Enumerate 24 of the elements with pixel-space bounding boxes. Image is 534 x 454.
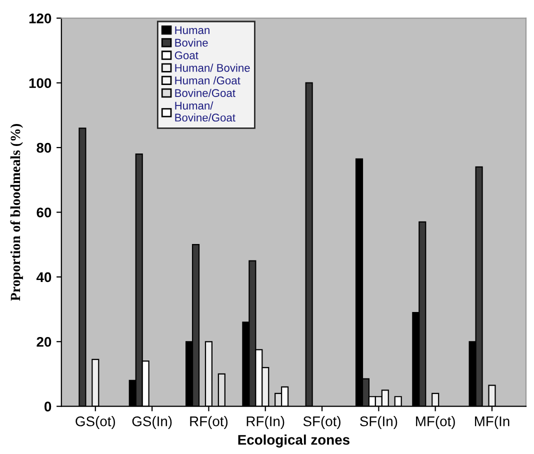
y-tick-label: 100	[29, 78, 52, 88]
y-tick-label: 20	[36, 336, 52, 347]
y-axis-title: Proportion of bloodmeals (%)	[10, 124, 23, 301]
x-tick-label: MF(In	[475, 416, 510, 429]
legend-label: Human	[175, 26, 210, 34]
x-tick-label: MF(ot)	[416, 416, 455, 429]
x-axis-title: Ecological zones	[238, 434, 350, 448]
x-tick-label: GS(In)	[132, 416, 172, 429]
legend-label: Bovine	[175, 38, 208, 47]
y-tick-label: 80	[36, 142, 52, 153]
legend-label: Human/ Bovine/Goat	[175, 101, 236, 122]
x-tick-label: RF(In)	[246, 416, 284, 429]
y-tick-label: 0	[44, 402, 52, 412]
y-tick-label: 60	[36, 208, 52, 218]
x-tick-label: GS(ot)	[76, 416, 115, 429]
legend-label: Human/ Bovine	[175, 64, 250, 72]
y-tick-label: 120	[29, 13, 52, 24]
legend-label: Human /Goat	[175, 76, 240, 84]
x-tick-label: SF(In)	[360, 416, 398, 429]
legend-label: Bovine/Goat	[175, 88, 236, 97]
y-tick-label: 40	[36, 272, 52, 282]
x-tick-label: SF(ot)	[303, 416, 340, 429]
legend-label: Goat	[174, 51, 198, 60]
x-tick-label: RF(ot)	[190, 416, 228, 429]
